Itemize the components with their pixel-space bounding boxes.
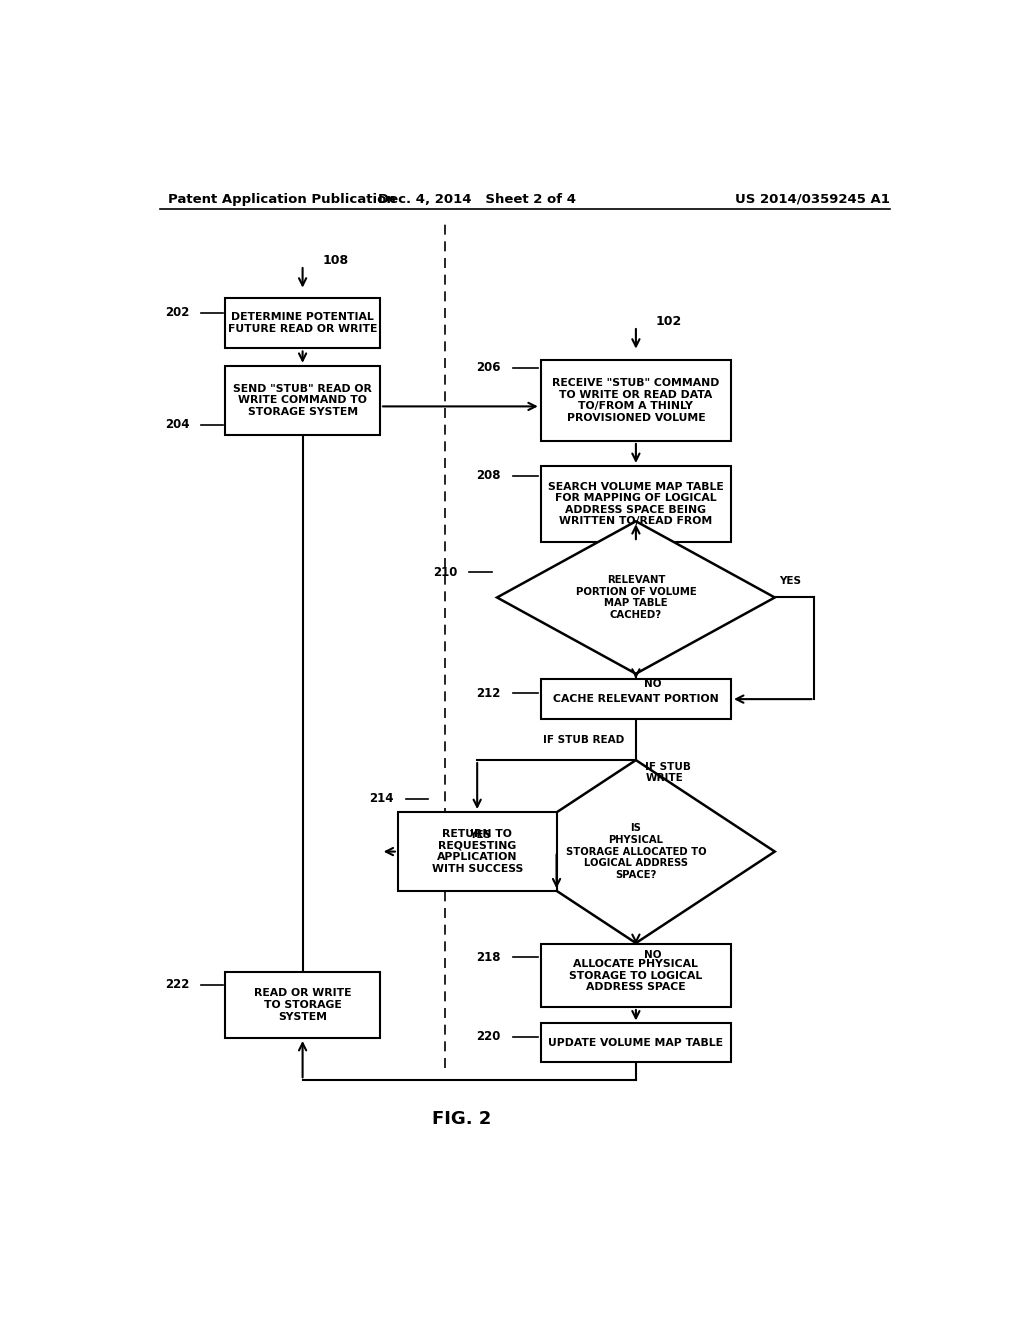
Text: Patent Application Publication: Patent Application Publication [168,193,395,206]
Text: NO: NO [644,950,662,960]
Text: RETURN TO
REQUESTING
APPLICATION
WITH SUCCESS: RETURN TO REQUESTING APPLICATION WITH SU… [431,829,523,874]
Text: FIG. 2: FIG. 2 [432,1110,490,1127]
Text: IF STUB READ: IF STUB READ [543,735,624,744]
Polygon shape [497,760,775,942]
FancyBboxPatch shape [541,359,731,441]
Text: 108: 108 [323,253,348,267]
Text: 218: 218 [476,950,501,964]
FancyBboxPatch shape [541,944,731,1007]
Text: NO: NO [644,678,662,689]
Polygon shape [497,521,775,673]
Text: 202: 202 [165,306,189,319]
Text: Dec. 4, 2014   Sheet 2 of 4: Dec. 4, 2014 Sheet 2 of 4 [378,193,577,206]
Text: 220: 220 [476,1030,501,1043]
FancyBboxPatch shape [541,678,731,719]
FancyBboxPatch shape [541,1023,731,1063]
Text: CACHE RELEVANT PORTION: CACHE RELEVANT PORTION [553,694,719,704]
FancyBboxPatch shape [225,297,380,348]
Text: 204: 204 [165,418,189,432]
Text: ALLOCATE PHYSICAL
STORAGE TO LOGICAL
ADDRESS SPACE: ALLOCATE PHYSICAL STORAGE TO LOGICAL ADD… [569,960,702,993]
Text: 102: 102 [655,314,682,327]
Text: SEND "STUB" READ OR
WRITE COMMAND TO
STORAGE SYSTEM: SEND "STUB" READ OR WRITE COMMAND TO STO… [233,384,372,417]
FancyBboxPatch shape [397,812,557,891]
Text: 214: 214 [370,792,394,805]
Text: 216: 216 [433,814,458,828]
Text: UPDATE VOLUME MAP TABLE: UPDATE VOLUME MAP TABLE [549,1038,723,1048]
Text: 206: 206 [476,362,501,375]
Text: RELEVANT
PORTION OF VOLUME
MAP TABLE
CACHED?: RELEVANT PORTION OF VOLUME MAP TABLE CAC… [575,576,696,620]
Text: IS
PHYSICAL
STORAGE ALLOCATED TO
LOGICAL ADDRESS
SPACE?: IS PHYSICAL STORAGE ALLOCATED TO LOGICAL… [565,824,707,880]
FancyBboxPatch shape [225,366,380,434]
Text: YES: YES [779,577,802,586]
Text: 222: 222 [165,978,189,991]
Text: DETERMINE POTENTIAL
FUTURE READ OR WRITE: DETERMINE POTENTIAL FUTURE READ OR WRITE [228,313,377,334]
FancyBboxPatch shape [541,466,731,543]
Text: IF STUB
WRITE: IF STUB WRITE [645,762,691,783]
FancyBboxPatch shape [225,972,380,1038]
Text: RECEIVE "STUB" COMMAND
TO WRITE OR READ DATA
TO/FROM A THINLY
PROVISIONED VOLUME: RECEIVE "STUB" COMMAND TO WRITE OR READ … [552,378,720,422]
Text: SEARCH VOLUME MAP TABLE
FOR MAPPING OF LOGICAL
ADDRESS SPACE BEING
WRITTEN TO/RE: SEARCH VOLUME MAP TABLE FOR MAPPING OF L… [548,482,724,527]
Text: 208: 208 [476,469,501,482]
Text: READ OR WRITE
TO STORAGE
SYSTEM: READ OR WRITE TO STORAGE SYSTEM [254,989,351,1022]
Text: YES: YES [469,830,490,841]
Text: 210: 210 [433,565,458,578]
Text: US 2014/0359245 A1: US 2014/0359245 A1 [735,193,890,206]
Text: 212: 212 [476,686,501,700]
